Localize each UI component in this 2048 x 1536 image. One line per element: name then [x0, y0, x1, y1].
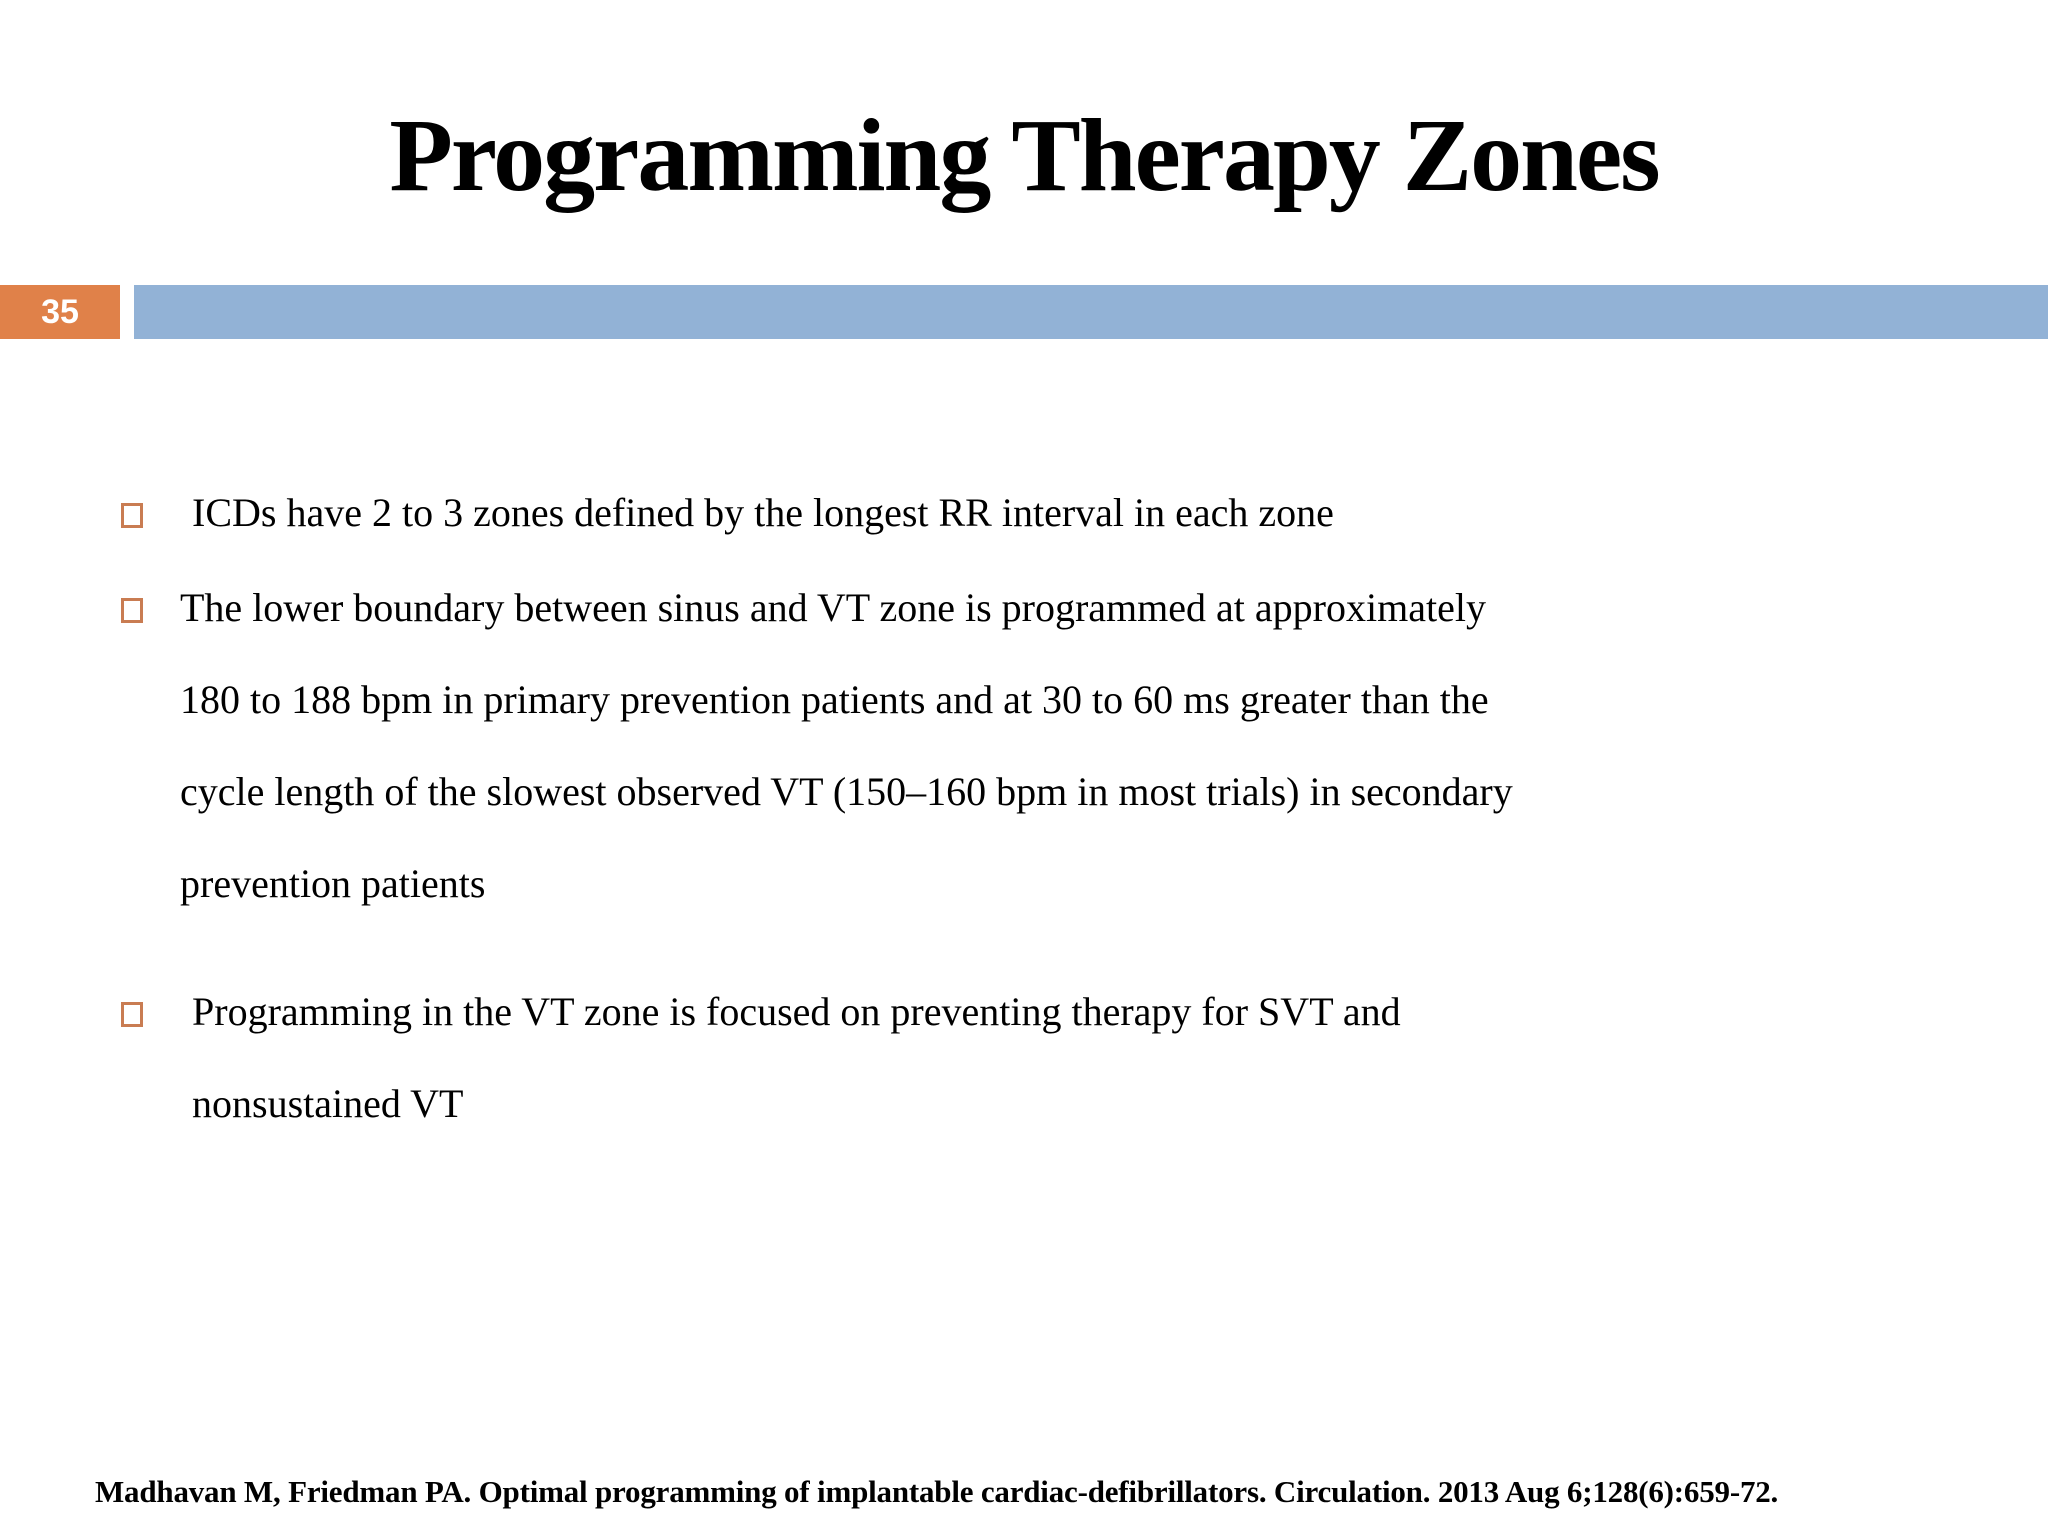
slide-number: 35 [41, 292, 79, 331]
bullet-item: The lower boundary between sinus and VT … [121, 562, 1968, 930]
bullet-list: ICDs have 2 to 3 zones defined by the lo… [121, 467, 1968, 1150]
bullet-line: The lower boundary between sinus and VT … [180, 585, 1486, 630]
bullet-line: prevention patients [180, 861, 486, 906]
slide-number-badge: 35 [0, 285, 120, 339]
bullet-item: ICDs have 2 to 3 zones defined by the lo… [121, 467, 1968, 559]
bullet-line: ICDs have 2 to 3 zones defined by the lo… [192, 490, 1334, 535]
bullet-text: Programming in the VT zone is focused on… [180, 966, 1401, 1150]
bullet-square-icon [121, 503, 143, 528]
bullet-line: Programming in the VT zone is focused on… [192, 989, 1401, 1034]
bullet-line: 180 to 188 bpm in primary prevention pat… [180, 677, 1489, 722]
bullet-text: The lower boundary between sinus and VT … [180, 562, 1513, 930]
bar-gap [120, 285, 134, 339]
bullet-square-icon [121, 1002, 143, 1027]
accent-bar [134, 285, 2048, 339]
slide-title: Programming Therapy Zones [389, 98, 1660, 213]
bullet-line: nonsustained VT [192, 1081, 464, 1126]
citation: Madhavan M, Friedman PA. Optimal program… [95, 1474, 1779, 1509]
header-bar: 35 [0, 285, 2048, 339]
bullet-item: Programming in the VT zone is focused on… [121, 966, 1968, 1150]
bullet-text: ICDs have 2 to 3 zones defined by the lo… [180, 467, 1334, 559]
bullet-square-icon [121, 598, 143, 623]
bullet-line: cycle length of the slowest observed VT … [180, 769, 1513, 814]
